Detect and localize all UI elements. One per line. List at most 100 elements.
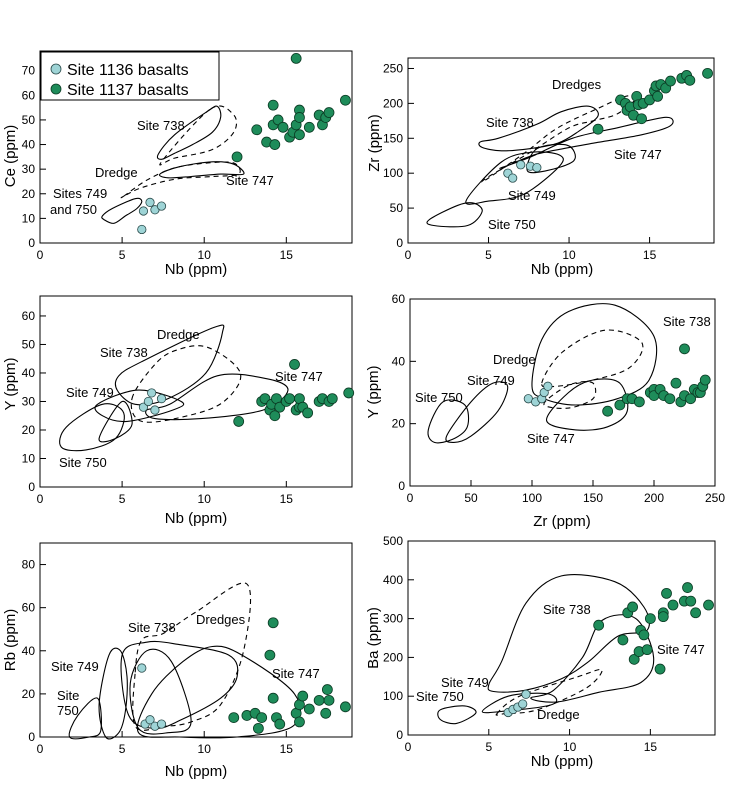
x-tick-label: 5 [485,248,492,262]
point-site-1136 [139,207,147,215]
ylabel-y-zr: Y (ppm) [365,365,382,418]
y-tick-label: 30 [22,162,36,176]
ann-dredge: Dredge [157,327,200,342]
field-outline-sites-749-and-750 [102,198,142,223]
y-tick-label: 60 [22,601,36,615]
point-site-1136 [517,161,525,169]
x-tick-label: 5 [119,492,126,506]
y-tick-label: 250 [383,61,403,75]
x-tick-label: 50 [464,491,478,505]
point-site-1137 [653,91,663,101]
point-site-1137 [270,140,280,150]
legend-marker-site-1137 [51,84,61,94]
y-tick-label: 20 [22,687,36,701]
y-tick-label: 100 [383,166,403,180]
field-outline-dredges [133,583,251,730]
x-tick-label: 10 [198,248,212,262]
field-outline-site-750 [60,404,125,451]
ann-site-747: Site 747 [272,666,320,681]
y-tick-label: 20 [22,187,36,201]
ann-dredge: Dredge [537,707,580,722]
y-tick-label: 0 [396,236,403,250]
point-site-1137 [232,152,242,162]
ann-sites-749: Sites 749 [53,186,107,201]
xlabel-ce-nb: Nb (ppm) [165,261,228,278]
point-site-1137 [298,691,308,701]
ann-site-750: Site 750 [59,455,107,470]
point-site-1137 [685,75,695,85]
xlabel-zr-nb: Nb (ppm) [531,261,594,278]
point-site-1137 [252,125,262,135]
panel-ba-vs-nb: Nb (ppm) Ba (ppm) 0 5 10 15 0 100 200 300 400 500… [365,534,715,770]
ylabel-rb-nb: Rb (ppm) [2,609,19,672]
point-site-1137 [324,695,334,705]
ann-site-750: Site 750 [488,217,536,232]
point-site-1137 [253,723,263,733]
point-site-1137 [665,394,675,404]
point-site-1137 [671,378,681,388]
x-tick-label: 0 [407,491,414,505]
y-tick-label: 10 [22,451,36,465]
panel-y-vs-nb: Nb (ppm) Y (ppm) 0 5 10 15 0 10 20 30 40 50 60 Dred… [2,296,354,527]
ann-750: 750 [57,703,79,718]
x-tick-label: 5 [119,248,126,262]
point-site-1137 [603,406,613,416]
point-site-1137 [321,708,331,718]
point-site-1137 [594,620,604,630]
ann-site-749: Site 749 [508,188,556,203]
panel-y-vs-zr: Zr (ppm) Y (ppm) 0 50 100 150 200 2500204060S… [365,292,725,530]
ann-site-749: Site 749 [441,675,489,690]
point-site-1137 [668,600,678,610]
point-site-1137 [686,596,696,606]
legend-label-site-1137: Site 1137 basalts [67,82,189,99]
ann-site-750: Site 750 [415,390,463,405]
point-site-1137 [303,408,313,418]
ann-site-749: Site 749 [51,659,99,674]
ylabel-ba-nb: Ba (ppm) [365,607,382,669]
point-site-1136 [157,202,165,210]
y-tick-label: 500 [383,534,403,548]
y-tick-label: 0 [28,236,35,250]
point-site-1137 [268,618,278,628]
point-site-1137 [645,614,655,624]
point-site-1136 [151,406,159,414]
point-site-1137 [700,375,710,385]
point-site-1136 [533,163,541,171]
point-site-1137 [268,693,278,703]
point-site-1137 [294,112,304,122]
point-site-1137 [234,416,244,426]
y-tick-label: 50 [390,201,404,215]
point-site-1137 [662,588,672,598]
ylabel-ce-nb: Ce (ppm) [2,125,19,188]
ann-dredges: Dredges [196,612,246,627]
x-tick-label: 200 [644,491,664,505]
point-site-1137 [265,650,275,660]
xlabel-rb-nb: Nb (ppm) [165,763,228,780]
point-site-1137 [278,122,288,132]
point-site-1137 [658,612,668,622]
y-tick-label: 0 [28,480,35,494]
point-site-1137 [327,394,337,404]
y-tick-label: 200 [383,650,403,664]
point-site-1137 [655,664,665,674]
ann-site-747: Site 747 [614,147,662,162]
x-tick-label: 150 [583,491,603,505]
ann-site-738: Site 738 [486,115,534,130]
panel-zr-vs-nb: Nb (ppm) Zr (ppm) 0 5 10 15050100150200250D… [366,58,714,278]
x-tick-label: 0 [37,742,44,756]
ann-site-749: Site 749 [66,385,114,400]
y-tick-label: 200 [383,96,403,110]
y-tick-label: 100 [383,689,403,703]
y-tick-label: 40 [392,354,406,368]
point-site-1137 [344,388,354,398]
ann-site-738: Site 738 [100,345,148,360]
y-tick-label: 300 [383,612,403,626]
x-tick-label: 15 [644,740,658,754]
ann-site-750: Site 750 [416,689,464,704]
y-tick-label: 70 [22,64,36,78]
field-outline-dredge [121,162,240,198]
point-site-1137 [340,95,350,105]
point-site-1137 [291,53,301,63]
y-tick-label: 10 [22,211,36,225]
y-tick-label: 40 [22,366,36,380]
